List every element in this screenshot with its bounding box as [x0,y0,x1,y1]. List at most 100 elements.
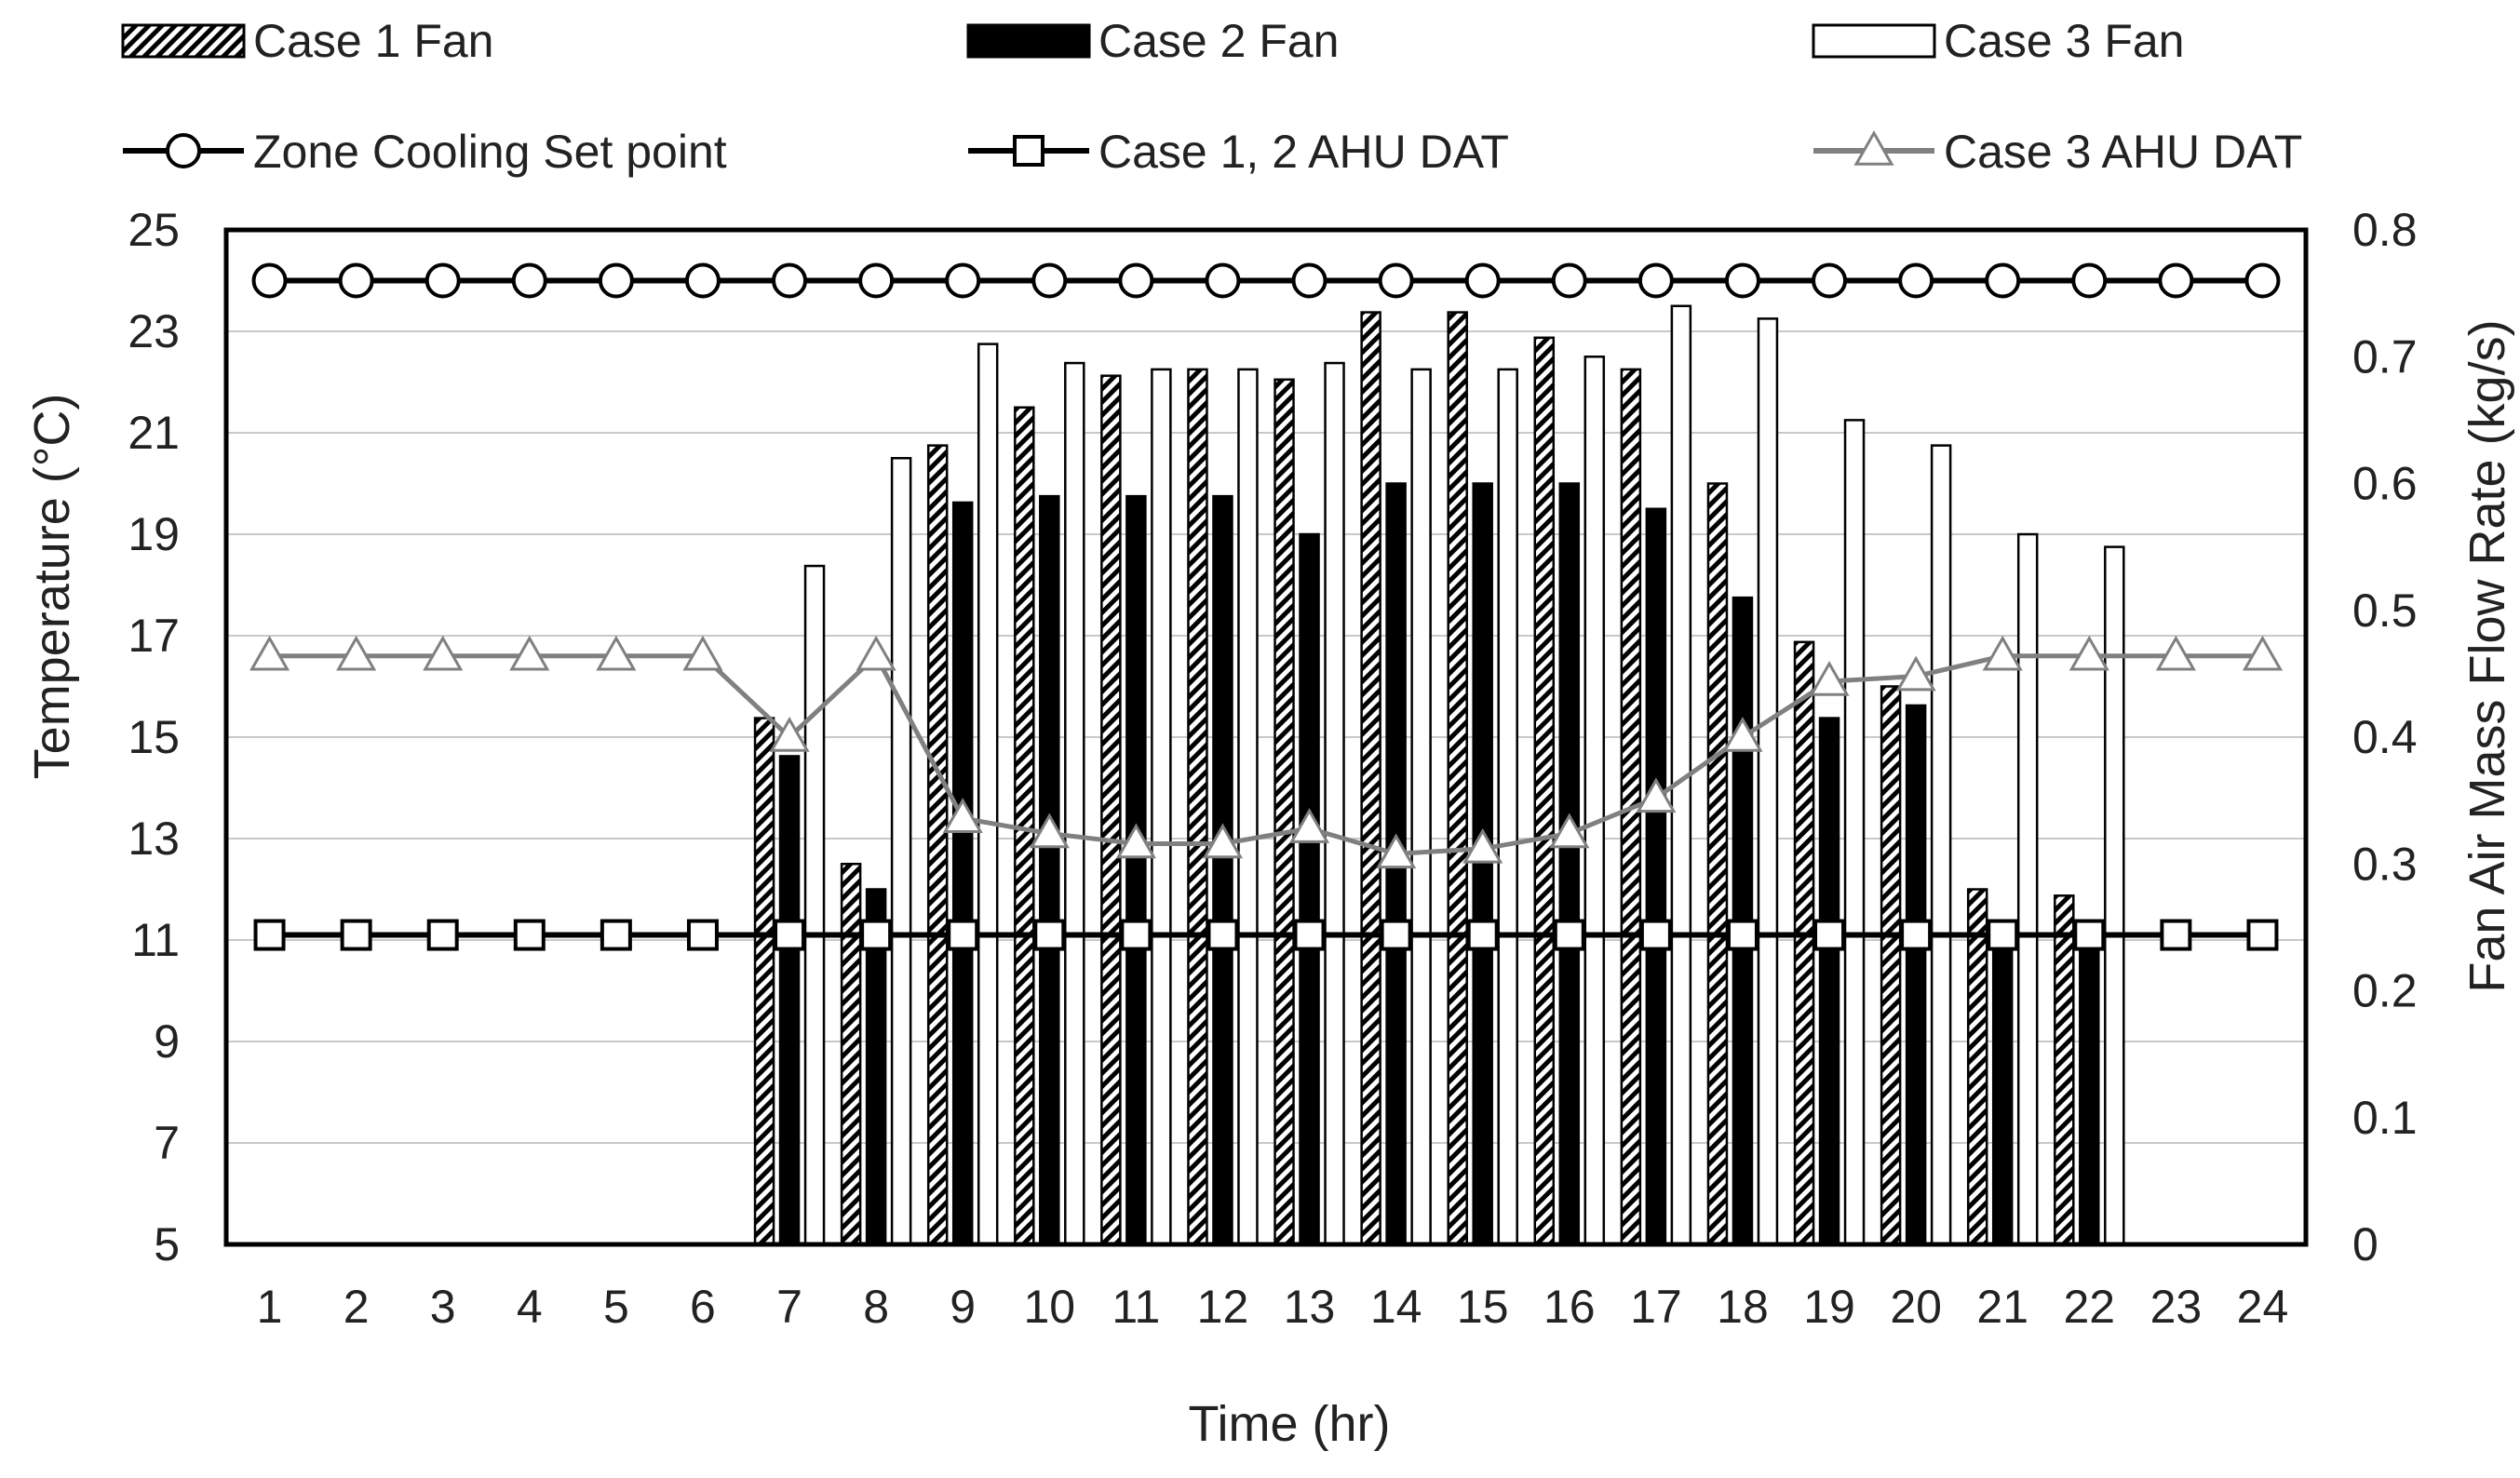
legend-label: Zone Cooling Set point [253,126,727,178]
bar-outline-case3 [1064,361,1085,1246]
bar-outline-case3 [1324,361,1345,1246]
legend-swatch [966,23,1091,59]
circle-marker [338,262,374,299]
bar-hatched-case1 [1447,311,1468,1246]
bar-solid-case2 [1125,494,1147,1246]
legend-label: Case 1 Fan [253,15,493,67]
triangle-marker [1376,833,1417,869]
bar-hatched-case1 [1533,336,1556,1246]
x-tick-label: 14 [1370,1281,1422,1333]
bar-solid-case2 [778,755,801,1246]
x-tick-label: 18 [1717,1281,1769,1333]
square-marker [426,919,459,951]
bar-series-group [753,304,2125,1246]
circle-marker [1205,262,1241,299]
bar-outline-case3 [1583,356,1606,1246]
bar-hatched-case1 [1187,368,1208,1246]
square-marker [686,919,719,951]
square-marker [1466,919,1499,951]
x-tick-label: 22 [2063,1281,2115,1333]
bar-hatched-case1 [2054,894,2075,1246]
bar-outline-case3 [1843,419,1866,1246]
x-tick-label: 21 [1976,1281,2028,1333]
legend-swatch [121,23,246,59]
y-axis-title: Temperature (°C) [24,394,80,780]
x-tick-label: 12 [1197,1281,1249,1333]
square-marker [860,919,893,951]
square-marker [253,919,286,951]
x-tick-label: 3 [430,1281,456,1333]
square-marker [1987,919,2019,951]
triangle-marker [1809,661,1850,696]
bar-solid-case2 [1212,494,1233,1246]
y2-tick-label: 0.2 [2352,965,2418,1017]
y2-tick-label: 0.5 [2352,584,2418,637]
bar-solid-case2 [951,501,974,1246]
y-tick-label: 25 [128,204,180,256]
circle-marker [1637,262,1674,299]
y-tick-label: 5 [154,1218,180,1270]
triangle-marker [249,635,290,671]
x-tick-label: 1 [257,1281,283,1333]
triangle-marker [1549,813,1590,849]
y-tick-label: 23 [128,305,180,357]
x-tick-label: 6 [690,1281,716,1333]
circle-marker [1898,262,1934,299]
triangle-marker [2069,635,2109,671]
x-tick-label: 4 [517,1281,543,1333]
x-tick-label: 10 [1023,1281,1075,1333]
triangle-marker [1462,827,1503,864]
plot-frame [223,227,2309,1247]
bar-outline-case3 [2016,532,2039,1246]
x-tick-label: 17 [1630,1281,1682,1333]
circle-marker [1985,262,2021,299]
square-marker [1900,919,1933,951]
bar-outline-case3 [1757,317,1779,1246]
bar-outline-case3 [1497,368,1518,1246]
circle-marker [511,262,547,299]
legend-label: Case 3 Fan [1944,15,2184,67]
x-tick-label: 19 [1803,1281,1855,1333]
circle-marker [1291,262,1327,299]
tick-labels: 579111315171921232500.10.20.30.40.50.60.… [128,204,2417,1333]
circle-marker [1118,262,1154,299]
y2-tick-label: 0.3 [2352,838,2418,890]
bar-outline-case3 [1237,368,1259,1246]
x-tick-label: 8 [863,1281,889,1333]
legend-circle-marker [166,133,201,168]
x-tick-label: 15 [1457,1281,1509,1333]
bar-hatched-case1 [1880,685,1902,1246]
bar-solid-case2 [1472,482,1493,1246]
bar-solid-case2 [1558,482,1581,1246]
bar-solid-case2 [2079,932,2100,1246]
legend-swatch [1812,23,1936,59]
bar-outline-case3 [1151,368,1172,1246]
y-tick-label: 17 [128,610,180,662]
x-tick-label: 23 [2150,1281,2203,1333]
bar-hatched-case1 [1706,482,1729,1246]
triangle-marker [423,635,464,671]
triangle-marker [1722,716,1763,752]
triangle-marker [336,635,377,671]
triangle-marker [1288,808,1330,843]
x-tick-label: 16 [1543,1281,1596,1333]
triangle-marker [682,635,723,671]
square-marker [340,919,372,951]
y-tick-label: 7 [154,1117,180,1169]
square-marker [1120,919,1152,951]
y-tick-label: 19 [128,508,180,560]
y2-axis-title: Fan Air Mass Flow Rate (kg/s) [2459,319,2515,992]
x-tick-label: 24 [2237,1281,2289,1333]
bar-hatched-case1 [1360,311,1381,1246]
square-marker [1033,919,1066,951]
square-marker [947,919,979,951]
triangle-marker [1636,777,1677,813]
circle-marker [1551,262,1587,299]
circle-marker [598,262,634,299]
square-marker [1206,919,1239,951]
circle-marker [1812,262,1848,299]
bar-outline-case3 [2104,545,2125,1246]
legend-label: Case 3 AHU DAT [1944,126,2302,178]
y-tick-label: 21 [128,407,180,459]
